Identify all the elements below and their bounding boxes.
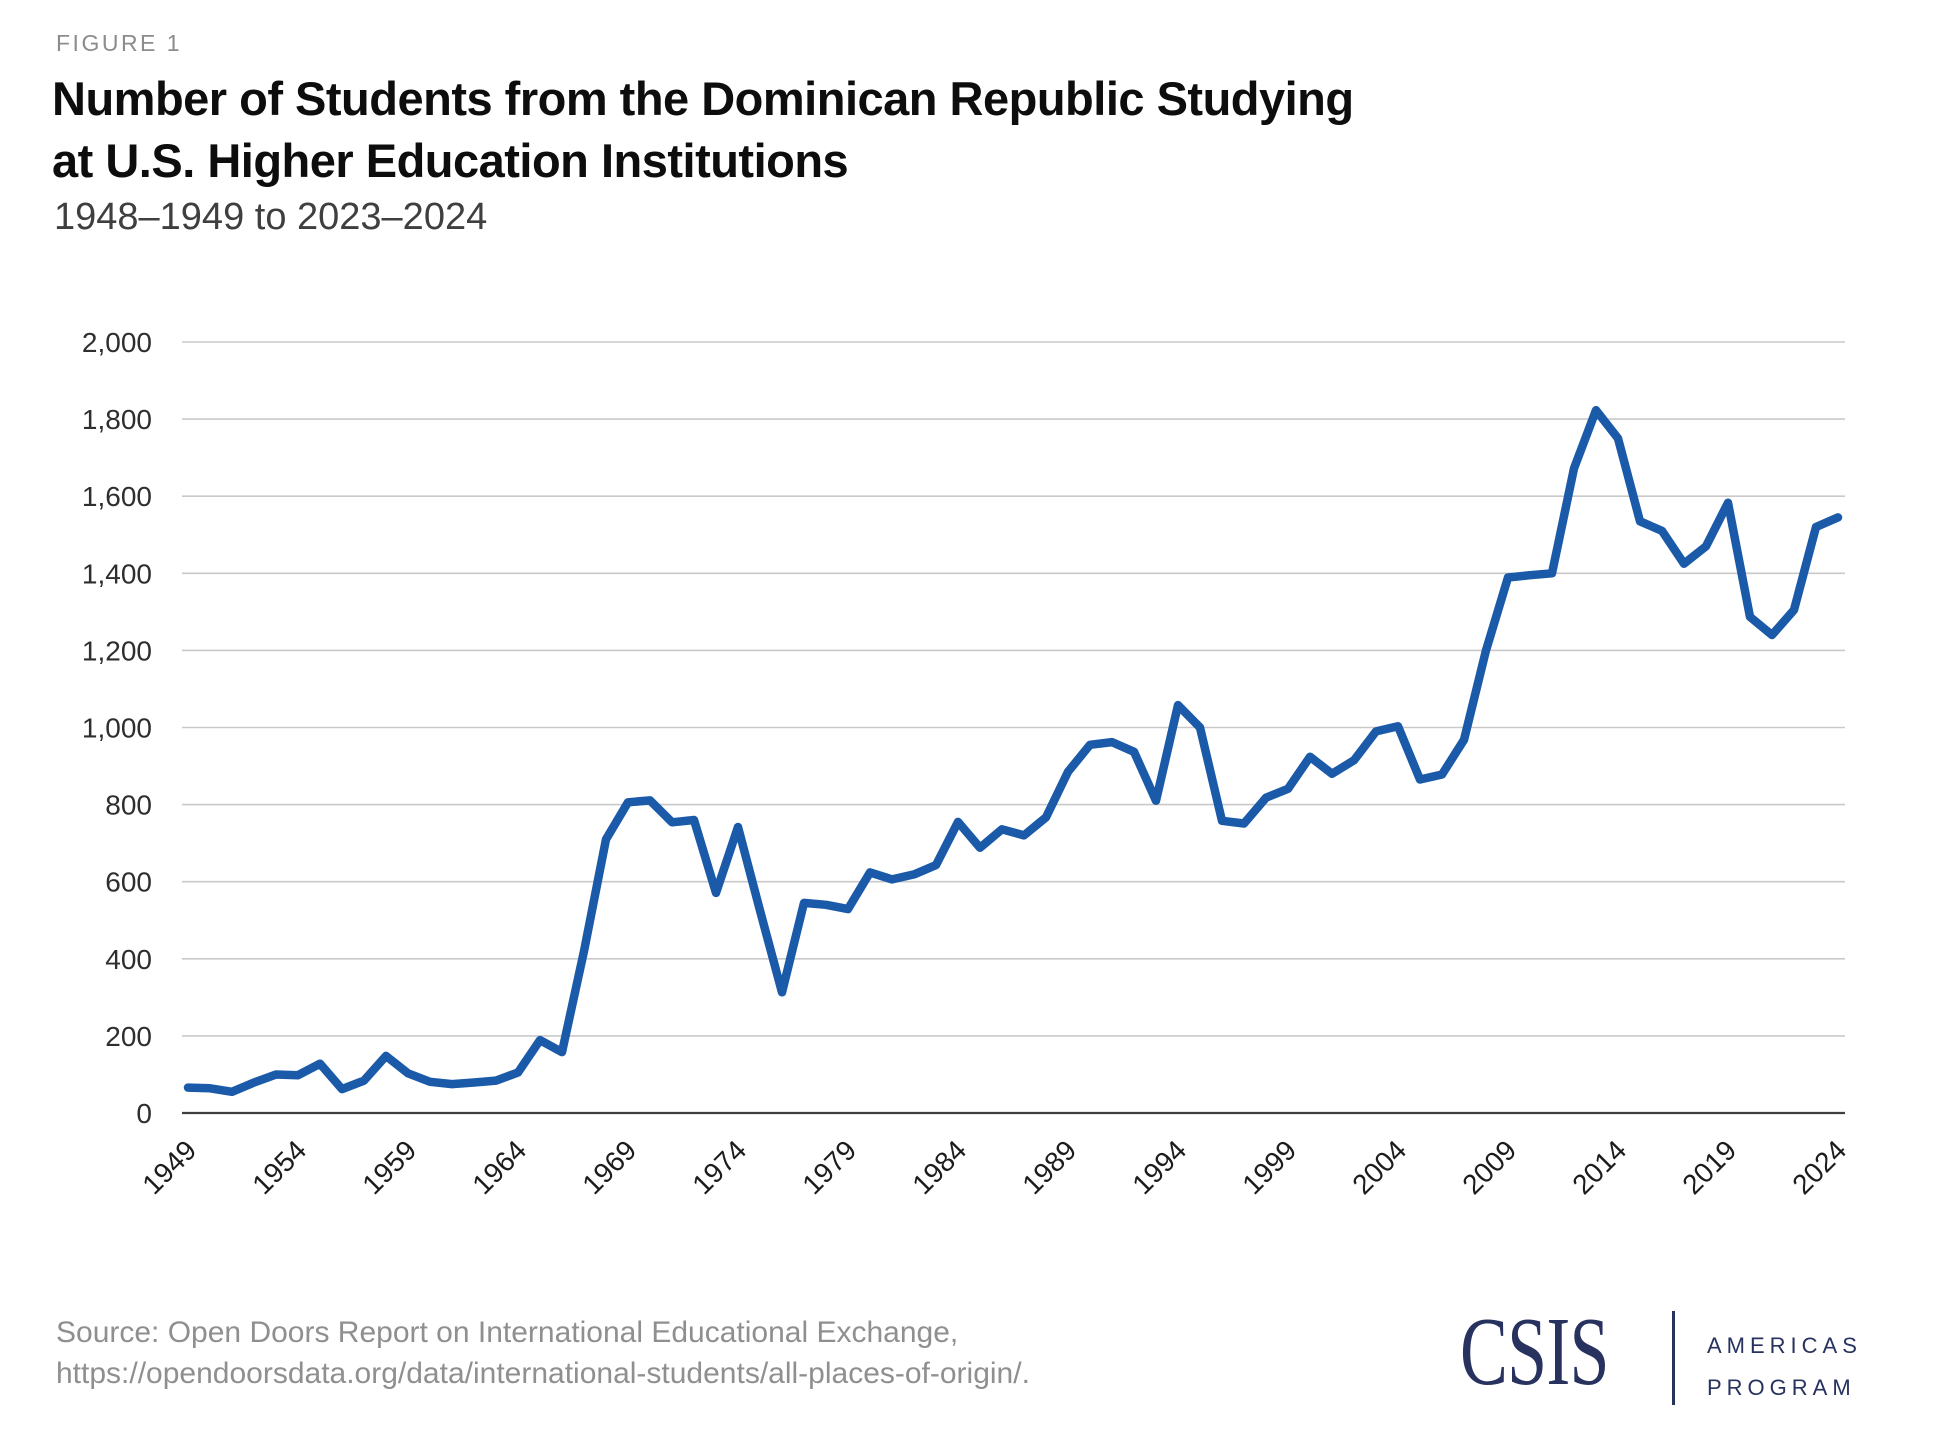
csis-wordmark: CSIS (1460, 1298, 1609, 1405)
x-axis-label: 1969 (576, 1134, 642, 1200)
page-title-line2: at U.S. Higher Education Institutions (52, 134, 849, 187)
y-axis-label: 1,200 (82, 635, 152, 666)
x-axis-label: 1994 (1126, 1134, 1192, 1200)
x-axis-label: 1954 (246, 1134, 312, 1200)
program-line-2: PROGRAM (1707, 1375, 1856, 1400)
x-axis-label: 2014 (1566, 1134, 1632, 1200)
x-axis-label: 1989 (1016, 1134, 1082, 1200)
logo-divider-line (1672, 1311, 1675, 1405)
x-axis-label: 1999 (1236, 1134, 1302, 1200)
x-axis-label: 2019 (1676, 1134, 1742, 1200)
y-axis-label: 200 (105, 1021, 152, 1052)
source-line-1: Source: Open Doors Report on Internation… (56, 1316, 959, 1349)
x-axis-label: 2009 (1456, 1134, 1522, 1200)
x-axis-label: 1984 (906, 1134, 972, 1200)
y-axis-label: 1,400 (82, 558, 152, 589)
x-axis-label: 2004 (1346, 1134, 1412, 1200)
program-line-1: AMERICAS (1707, 1333, 1862, 1358)
csis-program-name: AMERICAS PROGRAM (1707, 1325, 1862, 1409)
y-axis-label: 400 (105, 944, 152, 975)
x-axis-label: 2024 (1786, 1134, 1852, 1200)
y-axis-label: 1,800 (82, 404, 152, 435)
y-axis-label: 1,600 (82, 481, 152, 512)
source-note: Source: Open Doors Report on Internation… (56, 1312, 1030, 1394)
data-line-dominican-republic (183, 405, 1843, 1097)
subtitle: 1948–1949 to 2023–2024 (54, 196, 488, 238)
y-axis-label: 1,000 (82, 713, 152, 744)
page-title: Number of Students from the Dominican Re… (52, 68, 1354, 192)
x-axis-label: 1949 (136, 1134, 202, 1200)
source-line-2: https://opendoorsdata.org/data/internati… (56, 1357, 1030, 1390)
x-axis-label: 1959 (356, 1134, 422, 1200)
y-axis-label: 800 (105, 790, 152, 821)
figure-label: FIGURE 1 (56, 30, 183, 56)
y-axis-label: 0 (136, 1098, 152, 1129)
y-axis-label: 2,000 (82, 327, 152, 358)
x-axis-label: 1964 (466, 1134, 532, 1200)
y-axis-label: 600 (105, 867, 152, 898)
csis-logo: CSIS AMERICAS PROGRAM (1460, 1295, 1880, 1425)
x-axis-label: 1979 (796, 1134, 862, 1200)
x-axis-label: 1974 (686, 1134, 752, 1200)
page-title-line1: Number of Students from the Dominican Re… (52, 72, 1354, 125)
